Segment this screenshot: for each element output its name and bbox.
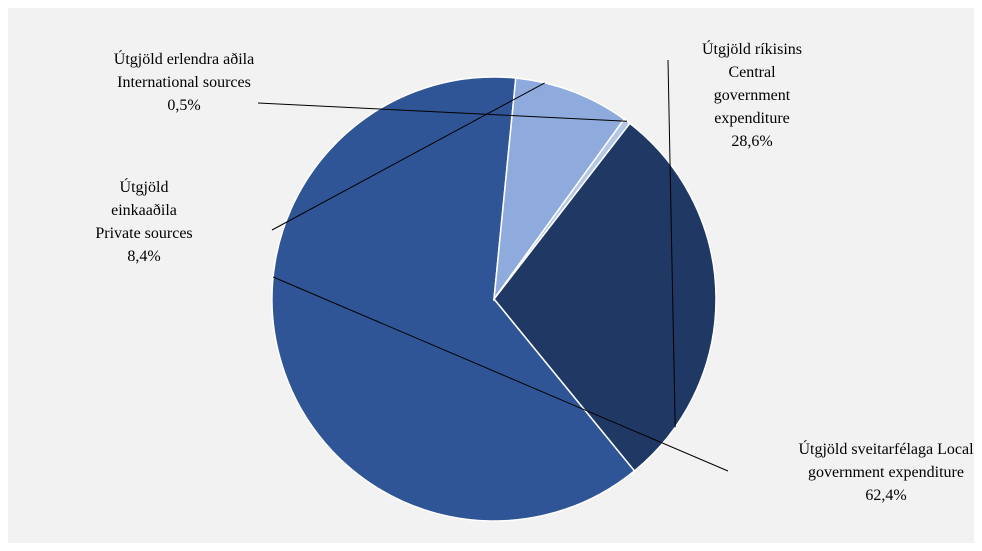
slice-value-label: 62,4% [865, 487, 906, 504]
slice-label-line: expenditure [714, 110, 790, 127]
leader-line-local [272, 276, 729, 472]
slice-label-central: Útgjöld ríkisins Central government expendi… [702, 39, 802, 150]
chart-area: Útgjöld ríkisins Central government expendi… [8, 8, 974, 543]
slice-label-private: Útgjöld einkaaðila Private sources 8,4% [95, 177, 192, 265]
slice-label-line: Útgjöld [120, 177, 169, 196]
slice-label-line: Útgjöld sveitarfélaga Local [798, 439, 974, 458]
pie-chart: Útgjöld ríkisins Central government expendi… [95, 39, 974, 522]
slice-label-local: Útgjöld sveitarfélaga Local government ex… [798, 439, 974, 504]
slice-value-label: 8,4% [127, 248, 160, 265]
leader-line-central [667, 59, 676, 428]
pie-slice-private [492, 77, 626, 302]
pie-slice-local [271, 76, 636, 522]
leader-line-international [257, 102, 628, 122]
slice-value-label: 28,6% [731, 133, 772, 150]
slice-label-international: Útgjöld erlendra aðila International sour… [114, 49, 254, 114]
slice-label-line: International sources [117, 74, 251, 91]
slice-value-label: 0,5% [167, 97, 200, 114]
slice-label-line: einkaaðila [111, 202, 177, 219]
slice-label-line: Útgjöld erlendra aðila [114, 49, 254, 68]
leader-line-private [271, 82, 545, 231]
pie-slice-central [493, 122, 717, 473]
slice-label-line: Central [728, 64, 776, 81]
slice-label-line: government [714, 87, 791, 104]
slice-label-line: Útgjöld ríkisins [702, 39, 802, 58]
slice-label-line: government expenditure [808, 464, 964, 481]
slice-label-line: Private sources [95, 225, 192, 242]
